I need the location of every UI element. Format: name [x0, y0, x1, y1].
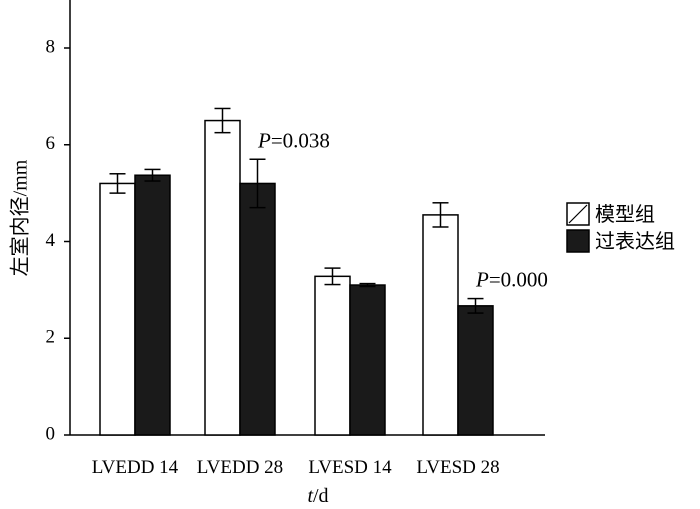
error-bar: [109, 173, 126, 194]
error-bar: [467, 297, 484, 314]
legend-swatch: [566, 229, 590, 253]
error-bar: [432, 202, 449, 228]
error-bar: [359, 282, 376, 288]
y-axis: 0 2 4 6 8: [46, 0, 71, 444]
bar: [239, 182, 276, 436]
legend-label: 模型组: [595, 203, 655, 226]
x-tick-label: LVESD 14: [308, 457, 392, 478]
p-value-annotation: P=0.038: [257, 128, 330, 152]
bar: [457, 305, 494, 436]
y-tick-label: 6: [46, 133, 56, 154]
x-axis-label: t/d: [307, 485, 328, 507]
x-tick-label: LVEDD 28: [197, 457, 283, 478]
bar: [314, 275, 351, 436]
legend-swatch-hatch: [568, 204, 588, 224]
x-tick-label: LVEDD 14: [92, 457, 179, 478]
y-tick-label: 0: [46, 423, 56, 444]
p-value-annotation: P=0.000: [475, 268, 548, 292]
bar: [99, 182, 136, 436]
error-bar: [214, 107, 231, 134]
bar: [349, 284, 386, 436]
error-bar: [324, 267, 341, 286]
y-axis-label: 左室内径/mm: [9, 159, 32, 276]
y-tick-label: 4: [46, 230, 56, 251]
legend-label: 过表达组: [595, 230, 675, 253]
x-tick-label: LVESD 28: [416, 457, 499, 478]
x-axis-label-unit: /d: [313, 485, 329, 507]
error-bar: [249, 158, 266, 209]
x-axis-label-italic: t: [307, 485, 313, 507]
bar: [422, 214, 459, 436]
error-bar: [144, 168, 161, 182]
y-tick-label: 2: [46, 327, 56, 348]
y-tick-label: 8: [46, 36, 56, 57]
bar: [134, 174, 171, 436]
bar: [204, 119, 241, 436]
